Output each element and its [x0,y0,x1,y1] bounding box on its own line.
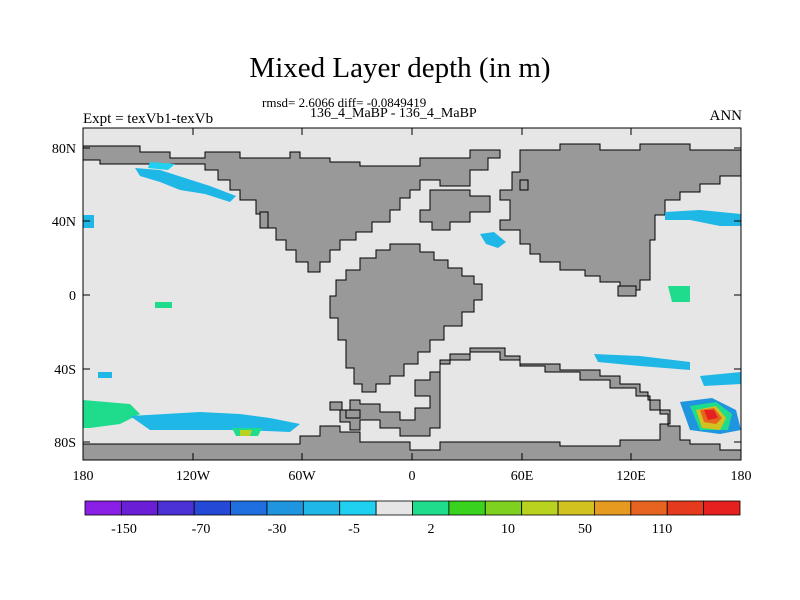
colorbar-swatch [84,500,122,516]
map-panel [82,127,742,461]
y-tick-label: 0 [69,289,76,304]
colorbar-swatch [339,500,377,516]
colorbar-swatch [230,500,268,516]
x-tick-label: 120E [616,469,646,484]
colorbar-swatch [157,500,195,516]
colorbar-label: -5 [348,522,360,537]
small-island-4 [617,285,637,297]
landmass-north-america [82,145,501,273]
season-label: ANN [709,108,743,124]
colorbar-swatch [521,500,559,516]
colorbar-swatch [302,500,341,516]
patch-south-atlantic-blue [98,372,112,378]
colorbar-swatch [375,500,413,516]
patch-tropic-green [668,286,690,302]
colorbar-label: -70 [192,522,211,537]
colorbar-label: -150 [111,522,137,537]
colorbar-label: 50 [578,522,592,537]
colorbar-label: -30 [268,522,287,537]
colorbar-swatch [193,500,231,516]
landmasses [82,143,742,461]
patch-yellow-small [240,430,252,436]
x-tick-label: 0 [409,469,416,484]
map-subtitle: 136_4_MaBP - 136_4_MaBP [310,106,477,121]
colorbar-label: 2 [428,522,435,537]
axis-ticks [82,128,741,460]
patch-med [480,232,506,248]
small-island-1 [329,401,343,411]
patch-south-east [700,372,741,386]
y-tick-labels: 80N 40N 0 40S 80S [52,142,76,451]
colorbar-swatch [557,500,595,516]
patch-north-pacific-2 [148,162,175,170]
patch-south-pacific-blue [130,412,300,432]
patch-tropic-green-2 [155,302,172,308]
x-tick-labels: 180 120W 60W 0 60E 120E 180 [73,469,752,484]
colorbar-swatch [666,500,705,516]
stats-line: rmsd= 2.6066 diff= -0.0849419 [262,95,427,110]
y-tick-label: 80N [52,142,76,157]
landmass-eurasia [499,143,742,291]
colorbar-swatch [266,500,304,516]
small-island-3 [259,211,269,229]
patch-east [665,210,741,226]
colorbar-swatch [630,500,668,516]
anomaly-patches [83,162,741,436]
y-tick-label: 80S [54,436,76,451]
patch-south-indian [594,354,690,370]
colorbar-swatch [594,500,632,516]
y-tick-label: 40N [52,215,76,230]
small-island-5 [519,179,529,191]
x-tick-label: 180 [731,469,752,484]
x-tick-label: 60E [511,469,534,484]
landmass-europe [419,189,491,231]
x-tick-label: 120W [176,469,211,484]
x-tick-label: 60W [288,469,316,484]
colorbar-swatch [412,500,450,516]
colorbar-swatch [484,500,523,516]
colorbar-label: 10 [501,522,515,537]
experiment-label: Expt = texVb1-texVb [83,111,214,127]
landmass-south-america-africa [329,243,483,393]
patch-north-pacific [135,168,236,202]
landmass-antarctica [82,347,742,461]
hotspot-red [704,410,718,420]
colorbar-label: 110 [652,522,672,537]
colorbar-swatch [448,500,486,516]
colorbar [84,500,741,516]
patch-south-pacific-green [83,400,140,428]
colorbar-swatch [120,500,159,516]
x-tick-label: 180 [73,469,94,484]
map-title: Mixed Layer depth (in m) [249,52,551,84]
small-island-2 [345,409,361,419]
colorbar-labels: -150 -70 -30 -5 2 10 50 110 [111,522,672,537]
colorbar-swatch [703,500,741,516]
y-tick-label: 40S [54,363,76,378]
